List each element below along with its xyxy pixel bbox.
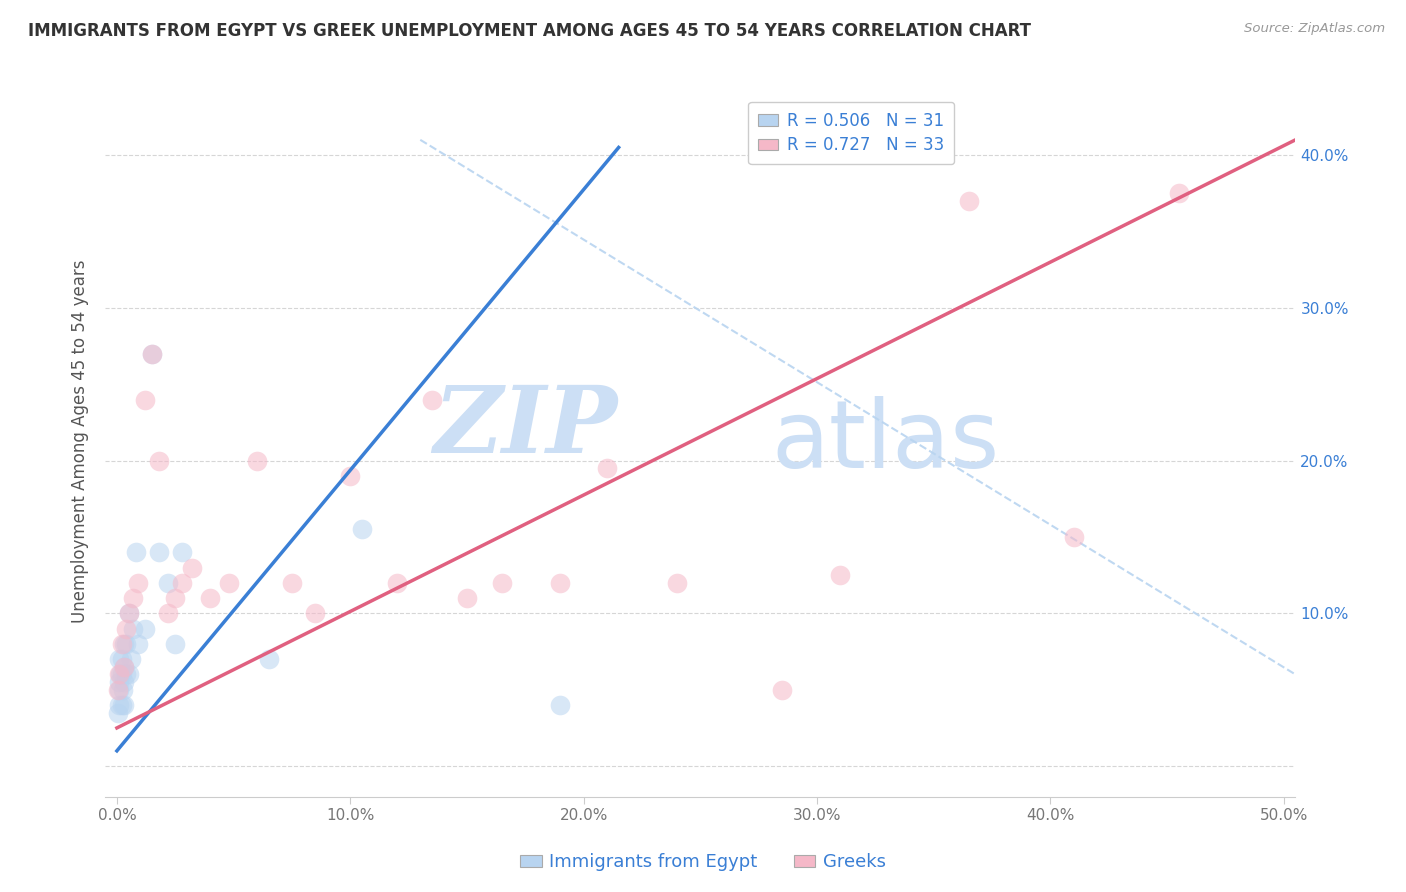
Point [108, 652, 131, 666]
Point [339, 469, 361, 483]
Point [1063, 530, 1085, 544]
Point [141, 347, 163, 361]
Point [107, 682, 129, 697]
Point [120, 652, 142, 666]
Point [112, 660, 135, 674]
Point [110, 698, 132, 712]
Point [112, 698, 135, 712]
Point [172, 545, 194, 559]
Point [134, 622, 156, 636]
Point [172, 575, 194, 590]
Point [108, 682, 131, 697]
Point [385, 575, 408, 590]
Point [165, 637, 187, 651]
Legend: Immigrants from Egypt, Greeks: Immigrants from Egypt, Greeks [513, 847, 893, 879]
Legend: R = 0.506   N = 31, R = 0.727   N = 33: R = 0.506 N = 31, R = 0.727 N = 33 [748, 102, 953, 164]
Point [165, 591, 187, 606]
Point [115, 637, 138, 651]
Point [148, 545, 170, 559]
Point [107, 706, 129, 720]
Point [957, 194, 980, 208]
Point [124, 545, 146, 559]
Point [112, 637, 135, 651]
Point [1167, 186, 1189, 201]
Point [281, 575, 304, 590]
Point [110, 667, 132, 681]
Point [491, 575, 513, 590]
Point [115, 667, 138, 681]
Point [110, 637, 132, 651]
Point [122, 622, 145, 636]
Point [108, 698, 131, 712]
Point [157, 575, 180, 590]
Text: Source: ZipAtlas.com: Source: ZipAtlas.com [1244, 22, 1385, 36]
Point [200, 591, 222, 606]
Point [127, 637, 149, 651]
Point [666, 575, 689, 590]
Point [134, 392, 156, 407]
Point [596, 461, 619, 475]
Point [350, 522, 373, 536]
Point [112, 660, 135, 674]
Point [830, 568, 852, 582]
Point [550, 698, 572, 712]
Point [108, 675, 131, 690]
Point [456, 591, 478, 606]
Text: IMMIGRANTS FROM EGYPT VS GREEK UNEMPLOYMENT AMONG AGES 45 TO 54 YEARS CORRELATIO: IMMIGRANTS FROM EGYPT VS GREEK UNEMPLOYM… [28, 22, 1031, 40]
Point [304, 607, 326, 621]
Text: atlas: atlas [772, 395, 1000, 488]
Point [110, 652, 132, 666]
Point [141, 347, 163, 361]
Point [111, 682, 134, 697]
Point [180, 560, 202, 574]
Point [122, 591, 145, 606]
Point [770, 682, 793, 697]
Point [108, 667, 131, 681]
Point [115, 622, 138, 636]
Point [148, 453, 170, 467]
Point [117, 607, 139, 621]
Point [157, 607, 180, 621]
Point [257, 652, 280, 666]
Point [550, 575, 572, 590]
Point [420, 392, 443, 407]
Point [110, 667, 132, 681]
Point [218, 575, 240, 590]
Point [246, 453, 269, 467]
Text: ZIP: ZIP [433, 383, 617, 472]
Point [112, 675, 135, 690]
Point [117, 667, 139, 681]
Point [127, 575, 149, 590]
Y-axis label: Unemployment Among Ages 45 to 54 years: Unemployment Among Ages 45 to 54 years [72, 260, 89, 624]
Point [117, 607, 139, 621]
